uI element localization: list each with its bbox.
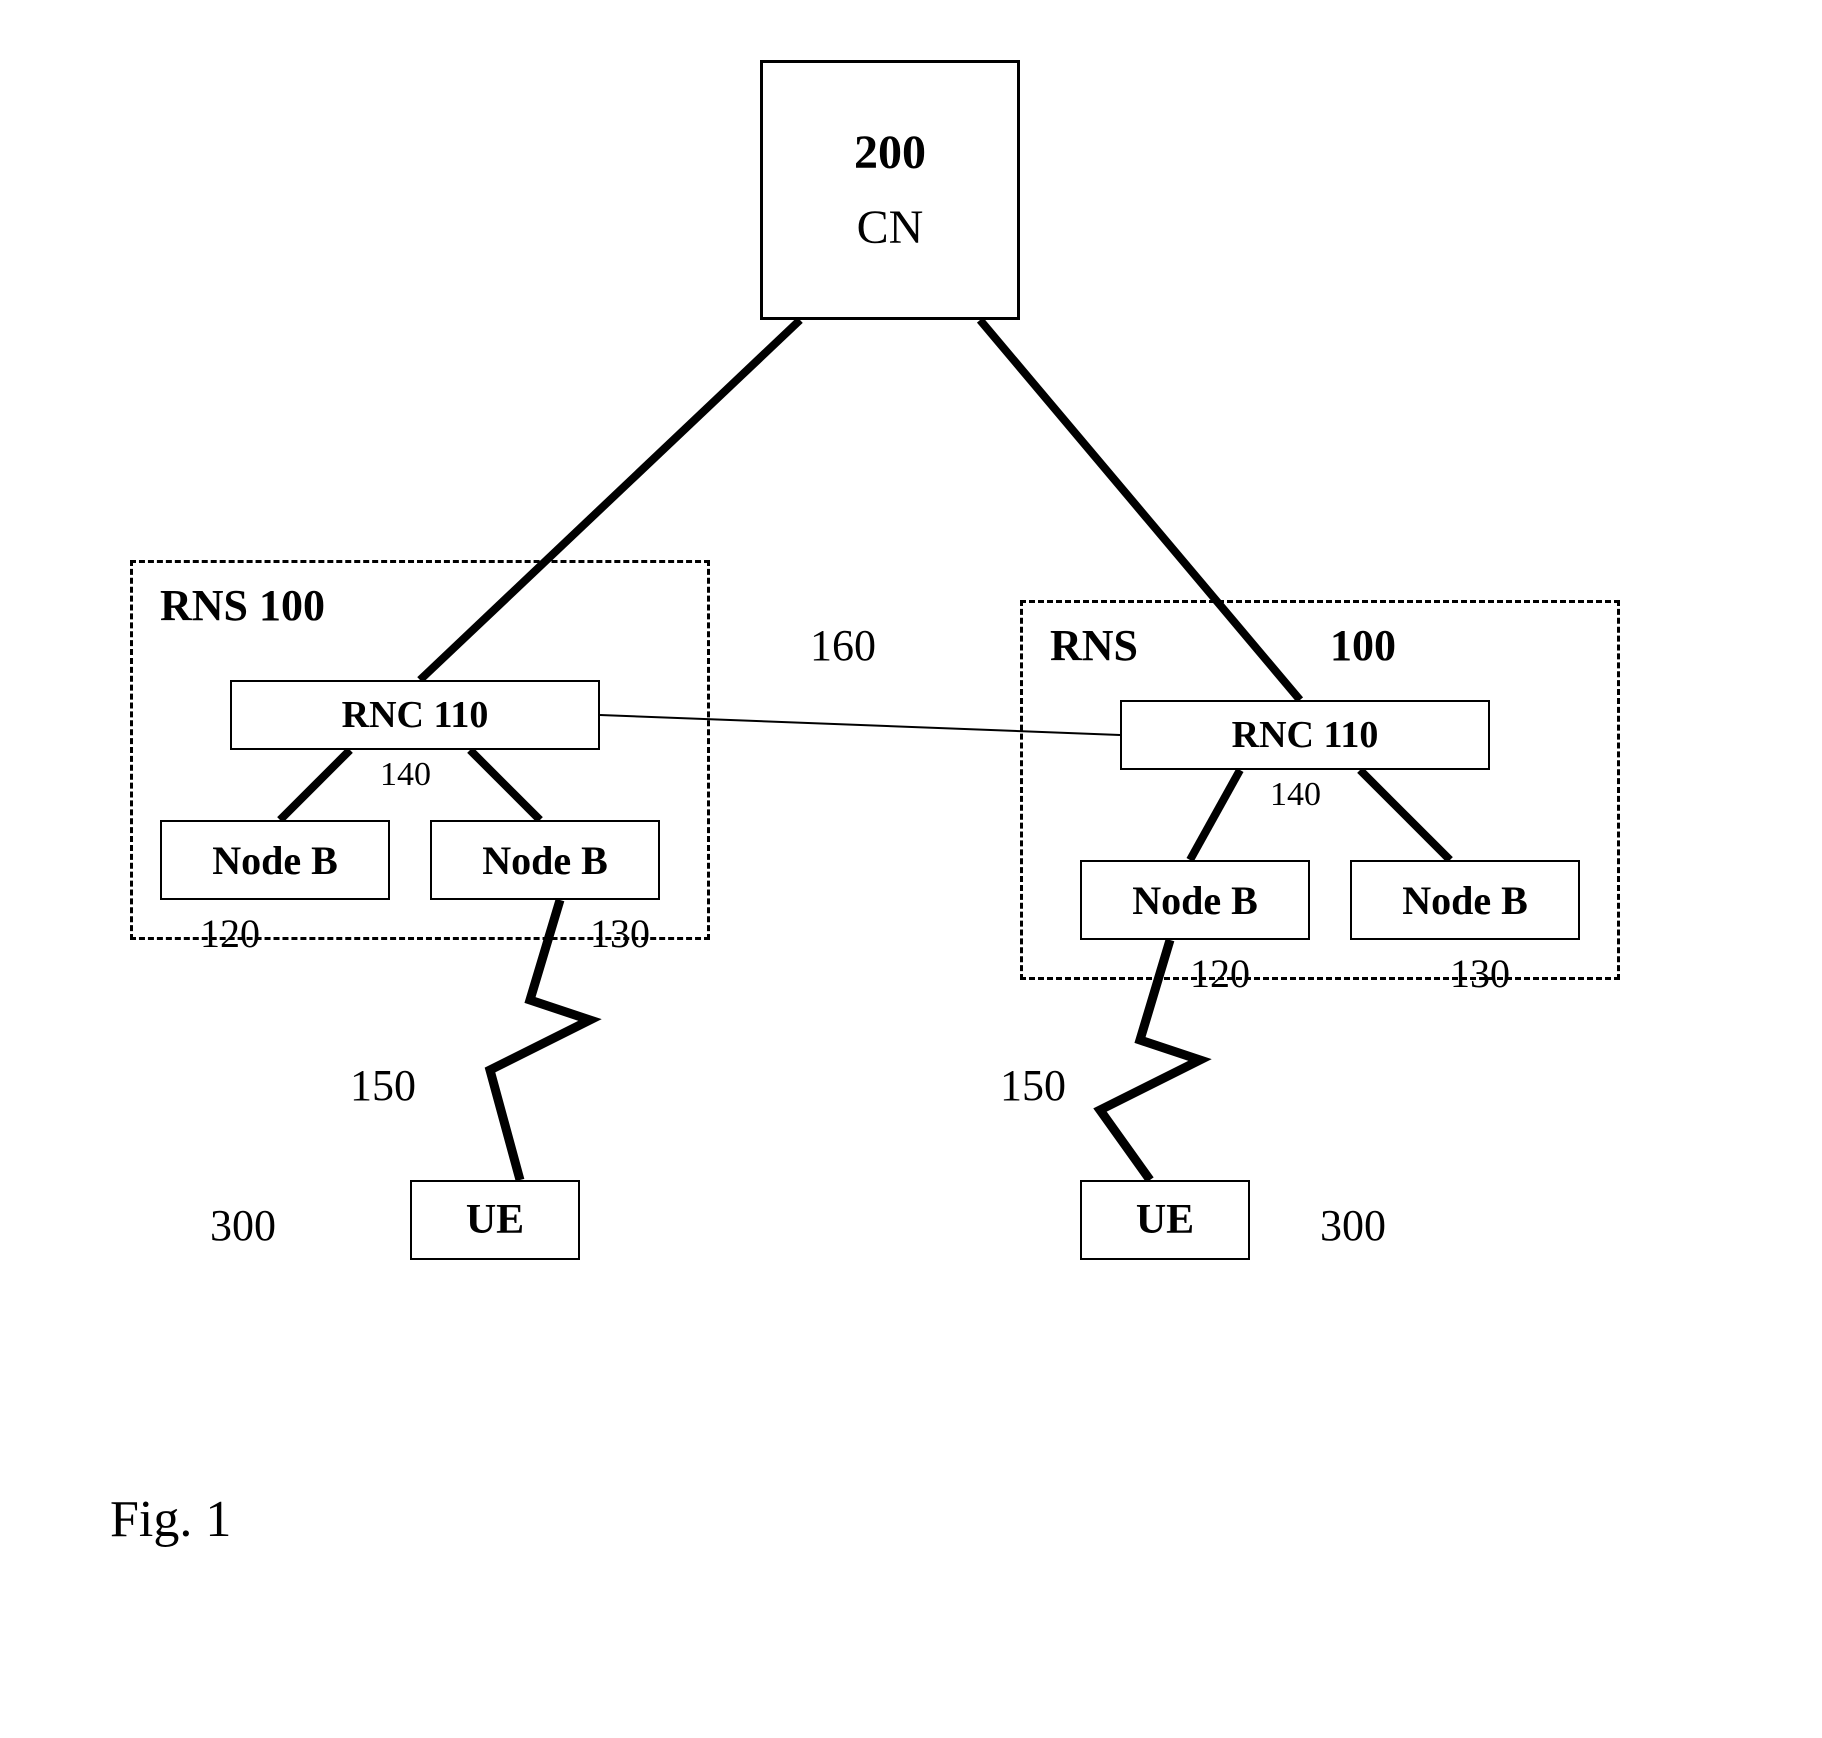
rns-right-label-a: RNS xyxy=(1050,620,1138,671)
nodeb-left-b-num: 130 xyxy=(590,910,650,957)
cn-node: 200 CN xyxy=(760,60,1020,320)
num-140-left: 140 xyxy=(380,756,431,794)
cn-num: 200 xyxy=(854,125,926,180)
nodeb-left-a: Node B xyxy=(160,820,390,900)
nodeb-left-b: Node B xyxy=(430,820,660,900)
nodeb-left-a-num: 120 xyxy=(200,910,260,957)
ue-right-label: UE xyxy=(1136,1196,1194,1244)
nodeb-right-b-label: Node B xyxy=(1402,877,1528,924)
nodeb-right-a: Node B xyxy=(1080,860,1310,940)
rnc-left-label: RNC 110 xyxy=(342,693,489,737)
ue-left-label: UE xyxy=(466,1196,524,1244)
nodeb-right-a-num: 120 xyxy=(1190,950,1250,997)
num-160: 160 xyxy=(810,620,876,671)
figure-label: Fig. 1 xyxy=(110,1490,231,1549)
nodeb-right-b-num: 130 xyxy=(1450,950,1510,997)
rnc-right-node: RNC 110 xyxy=(1120,700,1490,770)
figure-canvas: 200 CN RNS 100 RNS 100 RNC 110 140 RNC 1… xyxy=(0,0,1822,1738)
rnc-right-label: RNC 110 xyxy=(1232,713,1379,757)
ue-left-num: 300 xyxy=(210,1200,276,1251)
num-150-right: 150 xyxy=(1000,1060,1066,1111)
rns-left-label: RNS 100 xyxy=(160,580,325,631)
num-150-left: 150 xyxy=(350,1060,416,1111)
nodeb-left-a-label: Node B xyxy=(212,837,338,884)
nodeb-left-b-label: Node B xyxy=(482,837,608,884)
cn-label: CN xyxy=(857,200,924,255)
ue-right: UE xyxy=(1080,1180,1250,1260)
ue-right-num: 300 xyxy=(1320,1200,1386,1251)
nodeb-right-b: Node B xyxy=(1350,860,1580,940)
nodeb-right-a-label: Node B xyxy=(1132,877,1258,924)
rns-right-label-b: 100 xyxy=(1330,620,1396,671)
num-140-right: 140 xyxy=(1270,776,1321,814)
ue-left: UE xyxy=(410,1180,580,1260)
rnc-left-node: RNC 110 xyxy=(230,680,600,750)
